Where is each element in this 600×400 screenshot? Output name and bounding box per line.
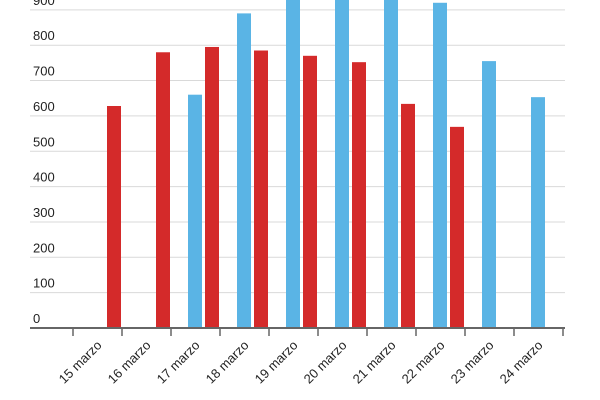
bar-series1-6	[384, 0, 398, 329]
x-axis-labels: 15 marzo 16 marzo 17 marzo 18 marzo 19 marzo…	[56, 338, 546, 387]
bar-series1-8	[482, 61, 496, 329]
y-tick-label: 600	[33, 99, 55, 114]
y-tick-label: 200	[33, 240, 55, 255]
bar-series2-4	[303, 55, 317, 329]
bar-series2-2	[205, 46, 219, 328]
bar-series2-3	[254, 50, 268, 328]
x-tick-label: 22 marzo	[399, 338, 448, 387]
y-tick-label: 100	[33, 276, 55, 291]
y-tick-label: 400	[33, 170, 55, 185]
y-tick-label: 700	[33, 64, 55, 79]
x-tick-label: 19 marzo	[252, 338, 301, 387]
bar-series1-2	[188, 94, 202, 328]
y-axis-ticks: 0 100 200 300 400 500 600 700 800 900	[33, 0, 55, 326]
y-tick-label: 300	[33, 205, 55, 220]
x-tick-label: 23 marzo	[448, 338, 497, 387]
x-tick-label: 21 marzo	[350, 338, 399, 387]
x-tick-label: 16 marzo	[105, 338, 154, 387]
bar-series1-9	[531, 97, 545, 329]
x-axis	[30, 327, 565, 336]
bar-series2-6	[401, 103, 415, 328]
y-tick-label: 500	[33, 134, 55, 149]
bar-series2-0	[107, 106, 121, 328]
bar-series2-5	[352, 62, 366, 328]
bar-series1-4	[286, 0, 300, 329]
bars	[107, 0, 545, 329]
bar-series1-5	[335, 0, 349, 329]
x-tick-label: 24 marzo	[497, 338, 546, 387]
bar-series1-3	[237, 13, 251, 328]
y-tick-label: 0	[33, 311, 40, 326]
y-tick-label: 900	[33, 0, 55, 8]
x-tick-label: 17 marzo	[154, 338, 203, 387]
bar-series1-7	[433, 2, 447, 329]
bar-series2-1	[156, 52, 170, 329]
x-tick-label: 20 marzo	[301, 338, 350, 387]
x-tick-label: 18 marzo	[203, 338, 252, 387]
x-tick-label: 15 marzo	[56, 338, 105, 387]
y-tick-label: 800	[33, 28, 55, 43]
bar-series2-7	[450, 126, 464, 329]
